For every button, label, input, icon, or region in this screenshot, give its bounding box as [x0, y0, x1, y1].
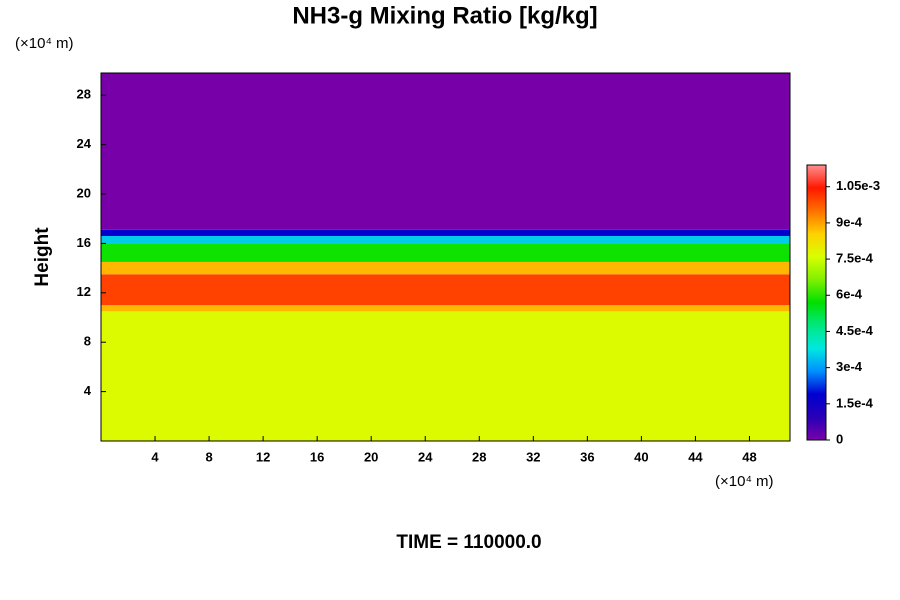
colorbar-tick-label: 1.5e-4	[836, 395, 874, 410]
y-tick-label: 4	[84, 383, 92, 398]
colorbar-tick-label: 0	[836, 431, 843, 446]
colorbar-tick-label: 1.05e-3	[836, 178, 880, 193]
contour-band	[101, 311, 790, 441]
y-tick-label: 24	[77, 136, 92, 151]
colorbar-tick-label: 4.5e-4	[836, 323, 874, 338]
contour-band	[101, 274, 790, 306]
footer: TIME = 110000.0	[396, 532, 541, 553]
contour-band	[101, 236, 790, 244]
y-tick-label: 16	[77, 235, 91, 250]
x-tick-label: 20	[364, 449, 378, 464]
x-tick-label: 48	[742, 449, 756, 464]
contour-band	[101, 305, 790, 312]
contour-band	[101, 243, 790, 262]
x-tick-label: 4	[151, 449, 159, 464]
colorbar	[806, 164, 827, 441]
colorbar-tick-label: 7.5e-4	[836, 251, 874, 266]
x-tick-label: 32	[526, 449, 540, 464]
contour-band	[101, 261, 790, 275]
y-tick-label: 8	[84, 334, 91, 349]
x-tick-label: 40	[634, 449, 648, 464]
x-unit: (×10⁴ m)	[715, 473, 774, 490]
contour-band	[101, 229, 790, 237]
y-tick-label: 12	[77, 284, 91, 299]
x-tick-label: 24	[418, 449, 433, 464]
x-tick-label: 12	[256, 449, 270, 464]
y-tick-label: 28	[77, 87, 91, 102]
x-tick-label: 16	[310, 449, 324, 464]
chart-title: NH3-g Mixing Ratio [kg/kg]	[292, 2, 597, 29]
y-tick-label: 20	[77, 185, 91, 200]
x-tick-label: 8	[205, 449, 212, 464]
x-tick-label: 44	[688, 449, 703, 464]
colorbar-tick-label: 9e-4	[836, 214, 863, 229]
y-unit: (×10⁴ m)	[15, 35, 74, 52]
colorbar-tick-label: 3e-4	[836, 359, 863, 374]
plot-frame	[100, 72, 791, 442]
x-tick-label: 36	[580, 449, 594, 464]
contour-band	[101, 73, 790, 230]
colorbar-tick-label: 6e-4	[836, 287, 863, 302]
y-axis-label: Height	[32, 227, 53, 287]
x-tick-label: 28	[472, 449, 486, 464]
